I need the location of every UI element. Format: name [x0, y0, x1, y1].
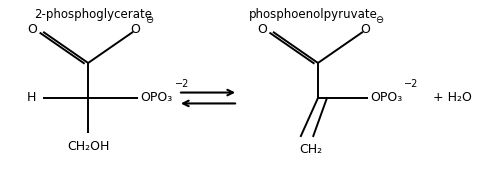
Text: −2: −2 [404, 79, 419, 89]
Text: 2-phosphoglycerate: 2-phosphoglycerate [34, 8, 152, 21]
Text: O: O [361, 23, 370, 36]
Text: CH₂OH: CH₂OH [67, 140, 109, 153]
Text: ⊖: ⊖ [145, 15, 154, 25]
Text: + H₂O: + H₂O [433, 92, 472, 104]
Text: ⊖: ⊖ [375, 15, 383, 25]
Text: phosphoenolpyruvate: phosphoenolpyruvate [248, 8, 377, 21]
Text: O: O [257, 23, 267, 36]
Text: O: O [131, 23, 140, 36]
Text: OPO₃: OPO₃ [141, 92, 173, 104]
Text: OPO₃: OPO₃ [370, 92, 403, 104]
Text: H: H [26, 92, 36, 104]
Text: CH₂: CH₂ [299, 143, 322, 156]
Text: −2: −2 [174, 79, 189, 89]
Text: O: O [27, 23, 37, 36]
